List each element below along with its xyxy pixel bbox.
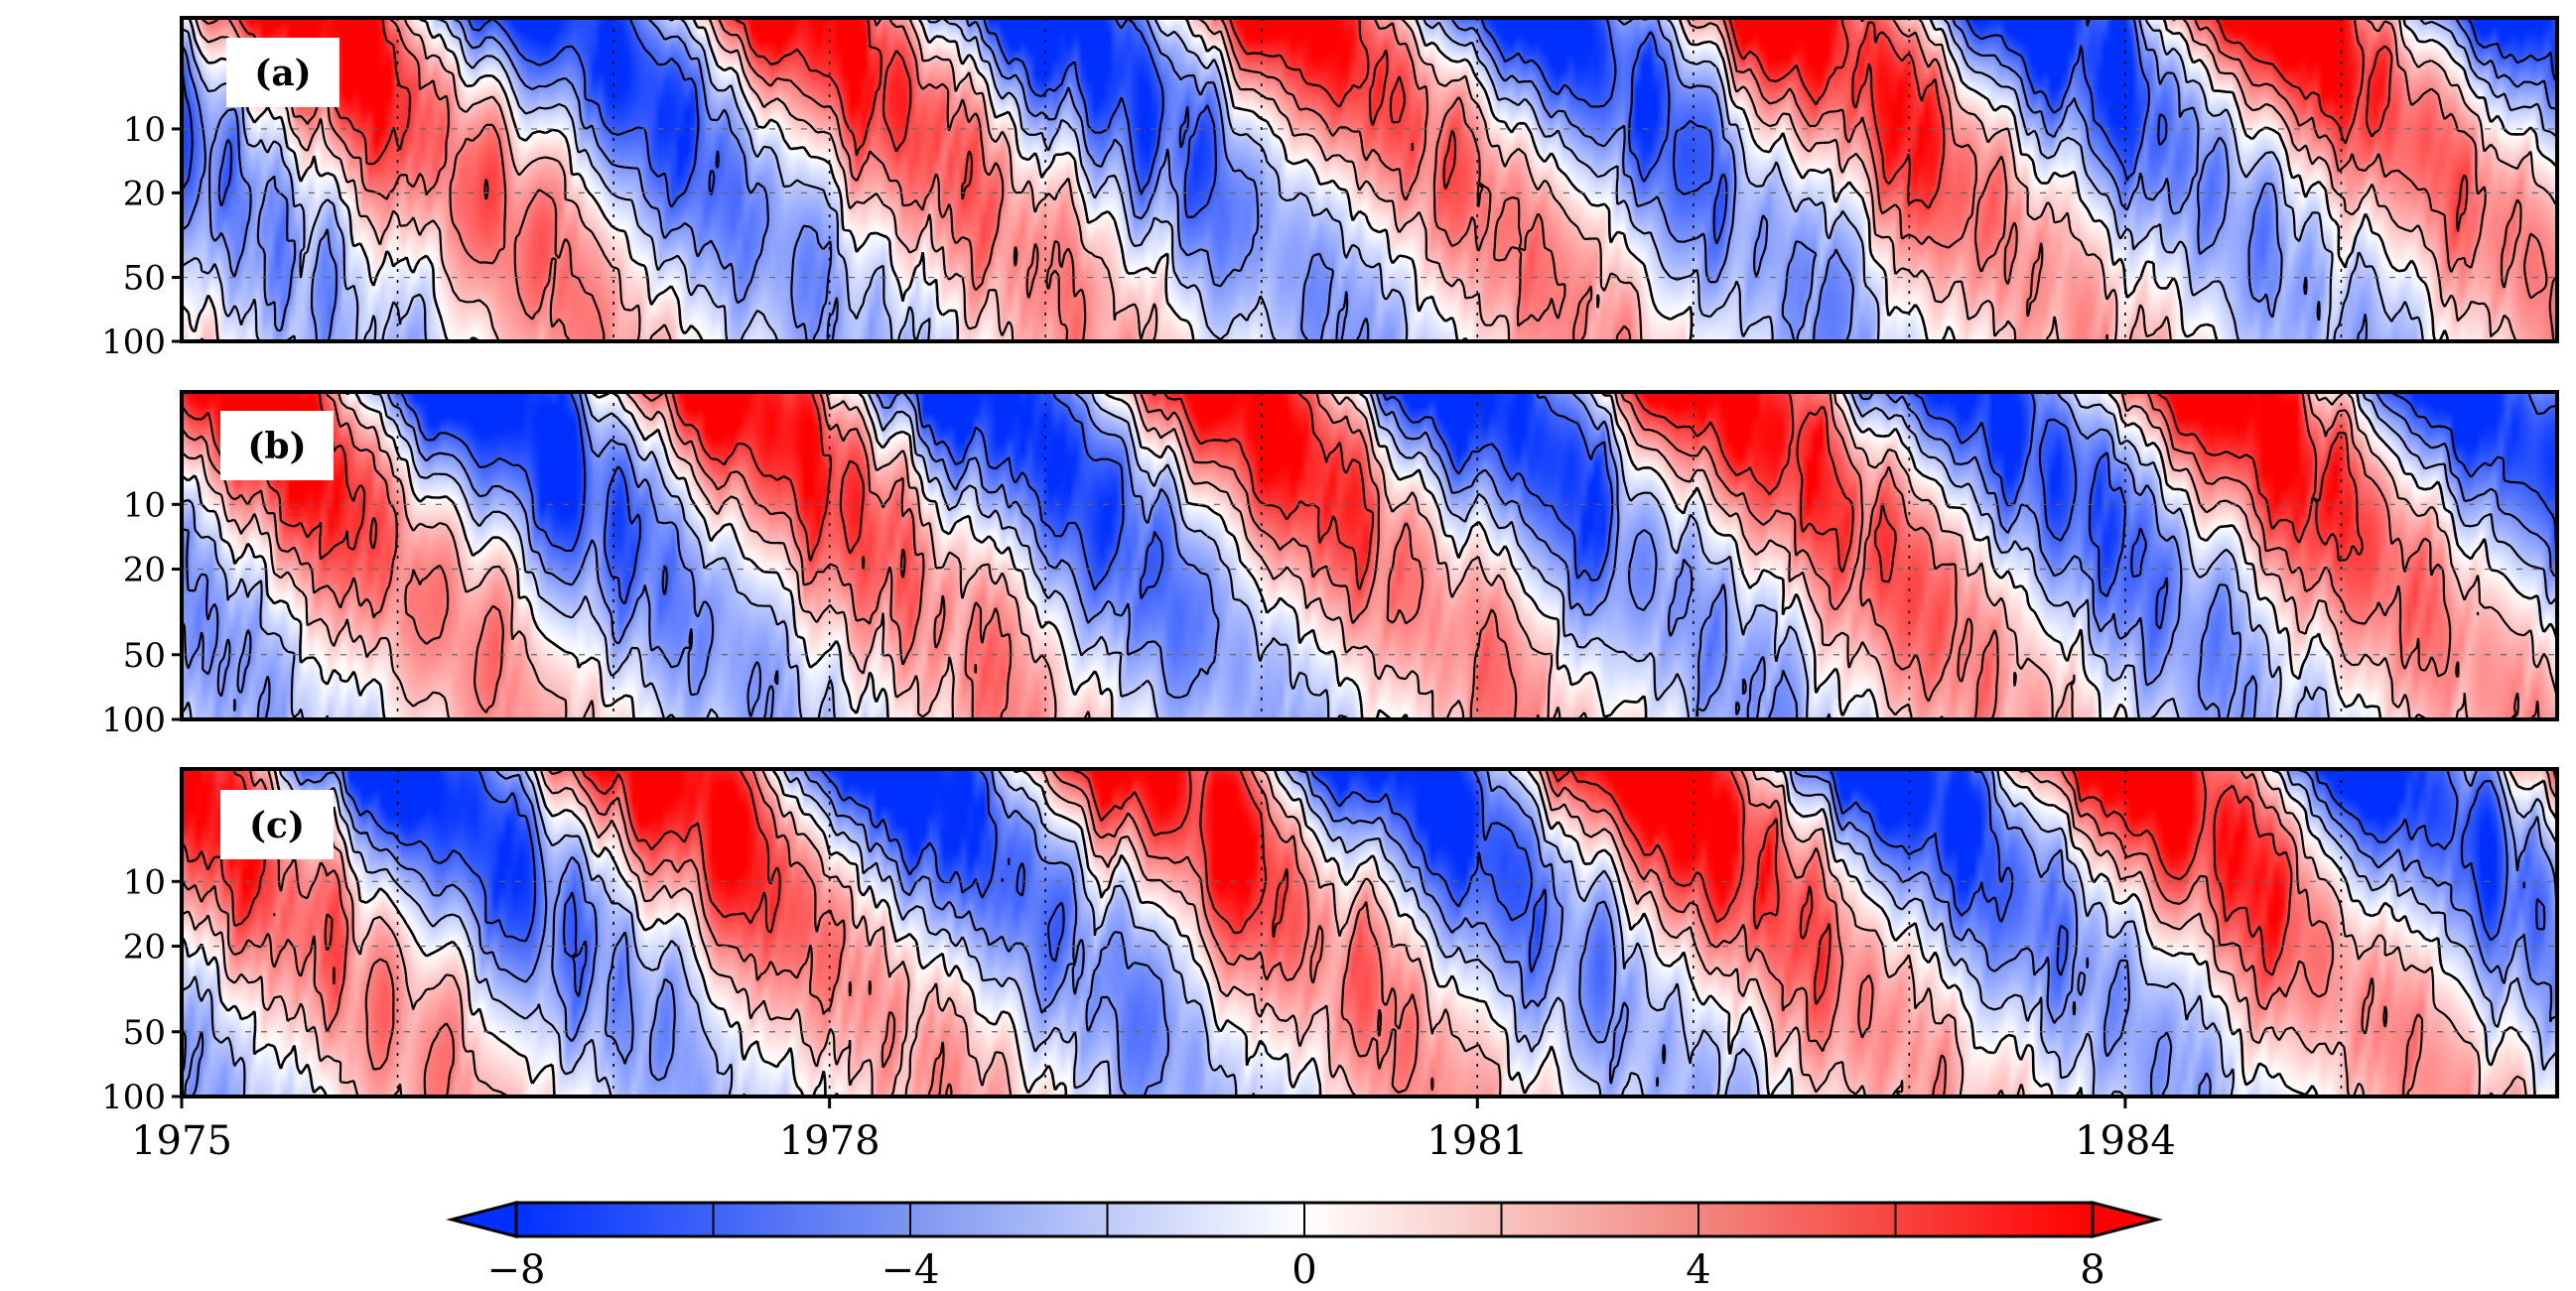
y-tick-label: 10 bbox=[123, 862, 166, 902]
contour-positive bbox=[181, 391, 2559, 721]
heatmap-image bbox=[182, 769, 2557, 1097]
panel-label: (c) bbox=[249, 805, 305, 846]
y-tick-label: 50 bbox=[123, 636, 166, 676]
colorbar-extend-low bbox=[446, 1201, 518, 1238]
guide-lines bbox=[182, 392, 2557, 719]
panel-label-box bbox=[226, 38, 339, 107]
contour-negative bbox=[181, 391, 2558, 720]
panel-frame bbox=[180, 767, 2559, 1098]
y-axis: 10 20 50 100 bbox=[101, 862, 182, 1117]
colorbar-tick-label: −4 bbox=[881, 1247, 940, 1291]
colorbar-tick-label: −8 bbox=[487, 1247, 546, 1291]
y-tick-label: 50 bbox=[123, 259, 166, 299]
x-tick-label: 1984 bbox=[2075, 1118, 2176, 1164]
panel-a: 10 20 50 100 (a) bbox=[101, 16, 2559, 362]
y-tick-label: 20 bbox=[123, 174, 166, 213]
contour-zero bbox=[181, 16, 2558, 342]
y-tick-label: 10 bbox=[123, 110, 166, 150]
contour-negative bbox=[181, 768, 2559, 1097]
x-tick-label: 1981 bbox=[1426, 1118, 1528, 1164]
contour-positive bbox=[194, 16, 2558, 342]
panel-c: 10 20 50 100 (c) bbox=[101, 767, 2559, 1117]
y-tick-label: 10 bbox=[123, 485, 166, 525]
x-tick-label: 1978 bbox=[779, 1118, 881, 1164]
guide-lines bbox=[182, 769, 2557, 1097]
panel-label: (a) bbox=[254, 53, 311, 94]
y-tick-label: 20 bbox=[123, 551, 166, 590]
y-tick-label: 20 bbox=[123, 928, 166, 968]
y-tick-label: 100 bbox=[101, 323, 166, 362]
y-tick-label: 100 bbox=[101, 701, 166, 740]
panel-label-box bbox=[220, 411, 334, 480]
x-axis: 1975 1978 1981 1984 bbox=[131, 1097, 2176, 1164]
x-tick-label: 1975 bbox=[131, 1118, 232, 1164]
contour-lines bbox=[180, 767, 2559, 1098]
colorbar-extend-high bbox=[2091, 1201, 2163, 1238]
colorbar-ticks: −8 −4 0 4 8 bbox=[487, 1203, 2105, 1291]
panel-frame bbox=[180, 390, 2559, 721]
contour-lines bbox=[180, 16, 2558, 342]
y-tick-label: 100 bbox=[101, 1078, 166, 1117]
y-axis: 10 20 50 100 bbox=[101, 110, 182, 362]
y-tick-label: 50 bbox=[123, 1013, 166, 1053]
colorbar-tick-label: 8 bbox=[2080, 1247, 2104, 1291]
panel-label: (b) bbox=[247, 426, 306, 467]
panel-frame bbox=[180, 16, 2559, 343]
panel-b: 10 20 50 100 (b) bbox=[101, 390, 2559, 740]
panel-label-box bbox=[220, 790, 334, 859]
colorbar-tick-label: 0 bbox=[1291, 1247, 1316, 1291]
contour-zero bbox=[180, 768, 2559, 1097]
y-axis: 10 20 50 100 bbox=[101, 485, 182, 740]
contour-positive bbox=[237, 17, 2469, 232]
contour-negative bbox=[340, 768, 2546, 997]
contour-negative bbox=[399, 391, 2559, 630]
contour-negative bbox=[180, 17, 2558, 245]
contour-positive bbox=[180, 767, 2558, 1097]
colorbar-tick-label: 4 bbox=[1686, 1247, 1710, 1291]
colorbar: −8 −4 0 4 8 bbox=[446, 1201, 2163, 1291]
